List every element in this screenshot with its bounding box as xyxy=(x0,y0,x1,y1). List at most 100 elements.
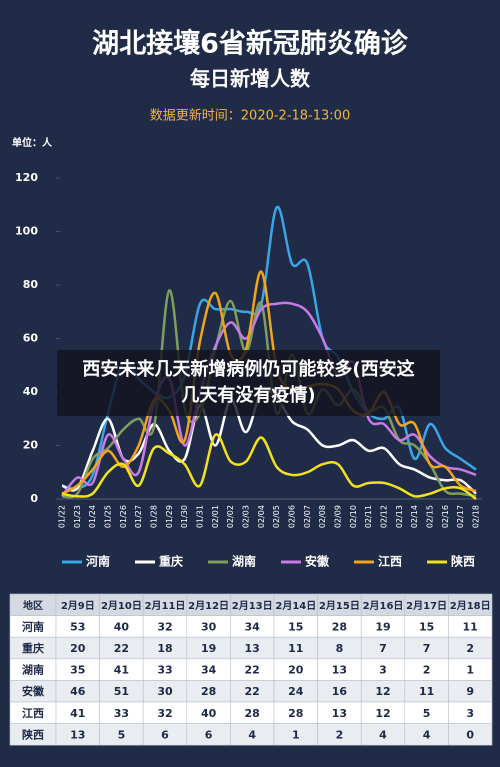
table-value: 15 xyxy=(288,620,303,633)
table-value: 24 xyxy=(288,685,304,698)
table-value: 35 xyxy=(70,664,85,677)
table-value: 安徽 xyxy=(22,684,45,698)
table-header: 2月11日 xyxy=(145,600,186,612)
table-header: 2月18日 xyxy=(450,600,491,612)
y-tick-label: 120 xyxy=(15,171,38,184)
table-value: 1 xyxy=(292,728,300,741)
x-tick-label: 01/22 xyxy=(58,505,67,528)
overlay-text: 西安未来几天新增病例仍可能较多(西安这几天有没有疫情) xyxy=(82,359,415,406)
table-value: 12 xyxy=(375,707,390,720)
x-tick-label: 02/13 xyxy=(395,505,404,528)
table-value: 13 xyxy=(332,664,347,677)
chart-subtitle: 每日新增人数 xyxy=(190,67,311,91)
table-header: 2月10日 xyxy=(101,600,142,612)
table-value: 6 xyxy=(205,728,213,741)
table-header: 2月16日 xyxy=(363,600,404,612)
table-value: 16 xyxy=(332,685,348,698)
table-value: 2 xyxy=(466,642,474,655)
x-tick-label: 01/30 xyxy=(180,505,189,528)
legend-label: 安徽 xyxy=(305,554,330,569)
x-tick-label: 01/27 xyxy=(134,505,143,528)
table-value: 13 xyxy=(245,642,260,655)
table-value: 32 xyxy=(157,620,172,633)
x-tick-label: 02/03 xyxy=(242,505,251,528)
series-line xyxy=(61,270,477,495)
chart-title: 湖北接壤6省新冠肺炎确诊 xyxy=(92,28,409,60)
x-tick-label: 02/08 xyxy=(318,505,327,528)
overlay-box: 西安未来几天新增病例仍可能较多(西安这几天有没有疫情) xyxy=(57,350,440,416)
table-value: 5 xyxy=(423,707,431,720)
table-value: 7 xyxy=(379,642,387,655)
table-header: 2月12日 xyxy=(188,600,229,612)
table-value: 江西 xyxy=(22,706,44,720)
table-value: 28 xyxy=(332,620,347,633)
table-value: 40 xyxy=(114,620,130,633)
x-tick-label: 01/24 xyxy=(88,505,97,528)
x-tick-label: 02/09 xyxy=(334,505,343,528)
x-tick-label: 02/11 xyxy=(364,505,373,528)
legend-label: 湖南 xyxy=(232,554,256,569)
table-value: 28 xyxy=(245,707,260,720)
table-value: 22 xyxy=(245,664,260,677)
y-tick-label: 60 xyxy=(23,332,39,345)
table-value: 4 xyxy=(248,728,256,741)
x-tick-label: 01/23 xyxy=(73,505,82,528)
x-tick-label: 02/07 xyxy=(303,505,312,528)
series-line xyxy=(61,433,477,501)
table-value: 重庆 xyxy=(22,641,44,655)
table-value: 河南 xyxy=(22,619,44,633)
y-tick-label: 100 xyxy=(15,225,38,238)
x-tick-label: 02/10 xyxy=(349,505,358,528)
x-tick-label: 01/29 xyxy=(165,505,174,528)
x-tick-label: 02/15 xyxy=(426,505,435,528)
table-value: 18 xyxy=(157,642,172,655)
y-tick-label: 40 xyxy=(23,385,39,398)
table-header: 2月17日 xyxy=(406,600,447,612)
x-tick-label: 01/25 xyxy=(104,505,113,528)
table-value: 46 xyxy=(70,685,86,698)
table-value: 0 xyxy=(466,728,474,741)
table-value: 41 xyxy=(114,664,129,677)
table-value: 陕西 xyxy=(22,727,44,741)
table-value: 15 xyxy=(419,620,434,633)
table-value: 2 xyxy=(423,664,431,677)
table-value: 13 xyxy=(70,728,85,741)
x-tick-label: 01/28 xyxy=(150,505,159,528)
table-value: 6 xyxy=(161,728,169,741)
table-value: 40 xyxy=(201,707,217,720)
table-value: 11 xyxy=(288,642,303,655)
table-header: 2月13日 xyxy=(232,600,273,612)
table-value: 19 xyxy=(375,620,390,633)
table-value: 9 xyxy=(466,685,474,698)
x-tick-label: 02/14 xyxy=(410,505,419,528)
y-tick-label: 0 xyxy=(30,492,38,505)
table-header: 2月9日 xyxy=(61,600,95,612)
table-value: 51 xyxy=(114,685,129,698)
table-header: 地区 xyxy=(23,599,43,612)
table-value: 5 xyxy=(118,728,126,741)
table-value: 33 xyxy=(157,664,172,677)
y-axis-label: 单位：人 xyxy=(12,136,53,149)
table-cell xyxy=(448,723,493,746)
table-value: 32 xyxy=(157,707,172,720)
table-value: 3 xyxy=(466,707,474,720)
table-value: 13 xyxy=(332,707,347,720)
x-tick-label: 02/18 xyxy=(472,505,481,528)
table-value: 12 xyxy=(375,685,390,698)
table-value: 2 xyxy=(336,728,344,741)
x-tick-label: 01/31 xyxy=(196,505,205,528)
legend-label: 河南 xyxy=(85,554,110,569)
table-value: 28 xyxy=(201,685,216,698)
table-value: 20 xyxy=(288,664,304,677)
table-value: 4 xyxy=(423,728,431,741)
legend-label: 陕西 xyxy=(451,554,475,569)
table-value: 19 xyxy=(201,642,216,655)
legend-label: 江西 xyxy=(378,554,402,569)
y-tick-label: 80 xyxy=(23,278,39,291)
x-tick-label: 02/17 xyxy=(456,505,465,528)
update-time: 数据更新时间：2020-2-18-13:00 xyxy=(150,108,350,124)
table-value: 8 xyxy=(336,642,344,655)
legend-label: 重庆 xyxy=(159,554,183,569)
